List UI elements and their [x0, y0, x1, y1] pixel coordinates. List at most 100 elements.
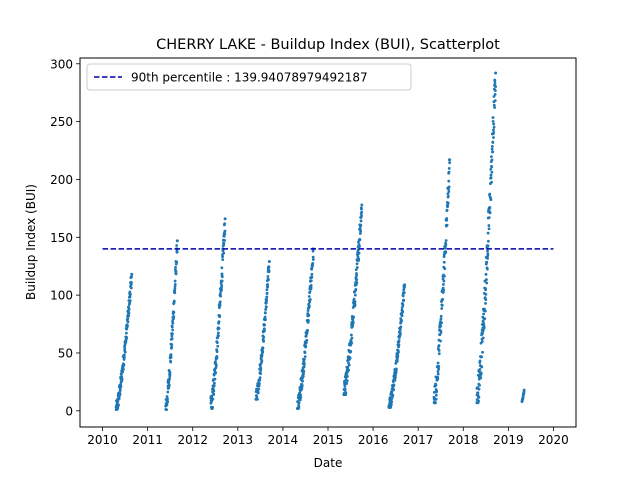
- data-point: [122, 367, 125, 371]
- data-point: [267, 265, 271, 269]
- data-point: [399, 325, 403, 329]
- data-point: [485, 267, 489, 271]
- data-point: [439, 339, 442, 343]
- y-axis-ticks: 0 50 100 150 200 250 300: [50, 57, 80, 418]
- data-point: [360, 207, 363, 211]
- data-point: [493, 93, 497, 96]
- data-point: [395, 359, 399, 363]
- data-point: [440, 321, 443, 325]
- data-point: [166, 397, 169, 401]
- data-point: [222, 234, 226, 238]
- data-point: [345, 372, 349, 376]
- data-point: [348, 356, 352, 360]
- data-point: [448, 161, 452, 165]
- data-point: [301, 374, 305, 378]
- data-point: [481, 350, 484, 354]
- data-point: [478, 367, 482, 371]
- data-point: [439, 314, 443, 318]
- data-point: [436, 361, 440, 365]
- data-point: [309, 283, 313, 287]
- data-point: [486, 239, 490, 243]
- data-point: [130, 275, 134, 279]
- data-point: [311, 261, 315, 265]
- data-point: [484, 272, 488, 276]
- x-tick-label: 2019: [493, 433, 524, 447]
- data-point: [310, 275, 314, 279]
- data-point: [174, 272, 178, 276]
- data-point: [480, 355, 484, 359]
- data-point: [447, 185, 451, 189]
- data-point: [350, 336, 354, 340]
- data-point: [491, 141, 495, 144]
- data-point: [306, 328, 309, 332]
- data-point: [265, 288, 269, 292]
- data-point: [491, 116, 495, 119]
- data-point: [123, 347, 127, 350]
- data-point: [360, 210, 364, 214]
- data-point: [301, 379, 304, 383]
- data-point: [355, 278, 359, 282]
- data-point: [175, 250, 179, 254]
- data-point: [261, 346, 265, 350]
- data-point: [173, 287, 177, 291]
- data-point: [484, 302, 487, 305]
- x-tick-label: 2020: [538, 433, 569, 447]
- data-point: [482, 325, 486, 329]
- data-point: [166, 390, 170, 394]
- data-point: [447, 179, 451, 183]
- data-point: [219, 294, 222, 298]
- data-point: [302, 362, 306, 366]
- data-point: [311, 258, 315, 261]
- data-point: [522, 388, 526, 392]
- data-point: [403, 285, 406, 289]
- data-point: [122, 363, 126, 367]
- data-point: [491, 128, 495, 132]
- data-point: [307, 318, 310, 322]
- data-point: [170, 345, 174, 349]
- data-point: [489, 198, 493, 201]
- chart-title: CHERRY LAKE - Buildup Index (BUI), Scatt…: [156, 37, 500, 53]
- data-point: [486, 252, 490, 255]
- data-point: [122, 355, 126, 359]
- data-point: [221, 255, 224, 259]
- data-point: [308, 304, 311, 308]
- legend: 90th percentile : 139.94078979492187: [86, 63, 412, 91]
- data-point: [223, 238, 226, 242]
- data-point: [355, 266, 359, 269]
- data-point: [168, 371, 172, 375]
- data-point: [492, 95, 496, 98]
- data-point: [215, 350, 219, 353]
- data-point: [492, 122, 496, 126]
- data-point: [494, 85, 498, 88]
- data-point: [478, 383, 481, 387]
- data-point: [351, 321, 355, 325]
- data-point: [119, 383, 123, 386]
- data-point: [444, 239, 448, 242]
- y-axis-label: Buildup Index (BUI): [24, 184, 38, 300]
- data-point: [307, 295, 311, 298]
- data-point: [172, 315, 176, 318]
- data-point: [489, 173, 493, 177]
- data-point: [128, 299, 132, 303]
- data-point: [400, 314, 404, 318]
- data-point: [170, 337, 174, 341]
- data-point: [483, 309, 487, 313]
- data-point: [130, 281, 133, 285]
- data-point: [266, 285, 270, 289]
- data-point: [127, 314, 131, 318]
- data-point: [345, 382, 349, 385]
- data-point: [446, 201, 450, 205]
- x-tick-label: 2013: [223, 433, 254, 447]
- data-point: [170, 334, 174, 338]
- data-point: [263, 315, 267, 319]
- data-point: [397, 350, 400, 354]
- y-tick-label: 250: [50, 115, 73, 129]
- data-point: [217, 334, 220, 338]
- data-point: [298, 398, 302, 402]
- data-point: [354, 268, 358, 272]
- data-point: [484, 293, 488, 296]
- data-point: [172, 310, 176, 314]
- data-point: [212, 384, 216, 388]
- data-point: [119, 385, 123, 389]
- data-point: [437, 352, 441, 356]
